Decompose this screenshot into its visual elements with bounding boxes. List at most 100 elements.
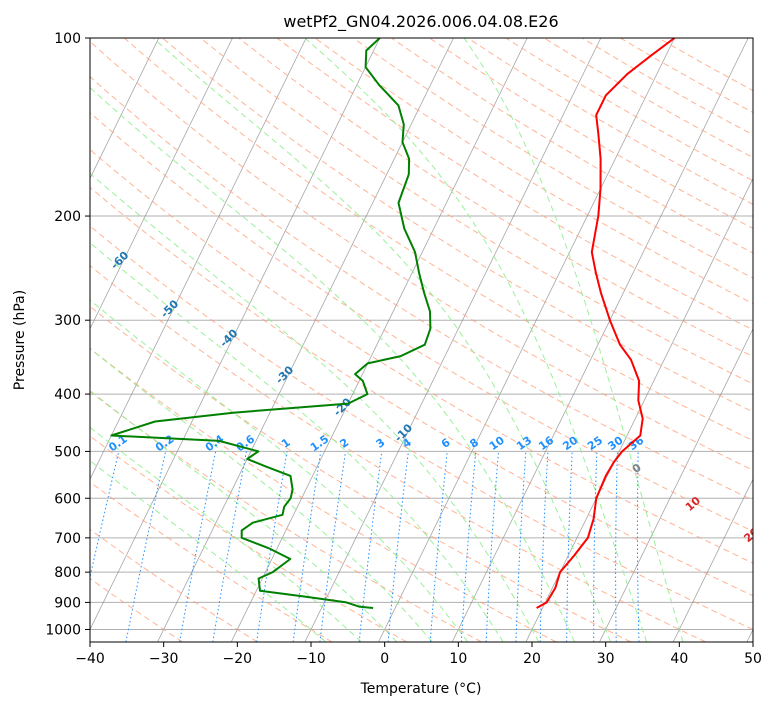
mixing-ratio-line <box>460 451 477 642</box>
x-tick-label: 50 <box>744 651 762 667</box>
dry-adiabat-line <box>276 38 753 331</box>
y-tick-label: 300 <box>54 313 81 329</box>
profile-lines <box>110 38 676 609</box>
dry-adiabat-line <box>543 38 753 159</box>
dry-adiabat-label: 0 <box>630 461 644 476</box>
mixing-ratio-line <box>539 451 549 642</box>
x-tick-label: −30 <box>149 651 179 667</box>
mixing-ratio-line <box>429 451 448 642</box>
mixing-ratio-label: 8 <box>467 436 481 451</box>
dry-adiabat-line <box>90 347 557 642</box>
dry-adiabat-line <box>90 265 706 642</box>
dewpoint-line <box>110 38 432 609</box>
mixing-ratio-label: 1 <box>279 436 293 451</box>
dry-adiabat-line <box>90 577 183 642</box>
isotherm-line <box>90 38 233 330</box>
y-tick-label: 900 <box>54 595 81 611</box>
mixing-ratio-line <box>90 451 120 580</box>
moist-adiabat-line <box>90 242 504 642</box>
mixing-ratio-label: 25 <box>585 434 605 453</box>
dry-adiabat-line <box>429 38 753 229</box>
isotherm-line <box>90 38 307 481</box>
x-tick-label: 10 <box>449 651 467 667</box>
isotherm-line <box>304 38 602 642</box>
x-axis-label: Temperature (°C) <box>360 681 482 697</box>
mixing-ratio-line <box>615 451 618 642</box>
isotherm-line <box>746 628 753 642</box>
axis-ticks: −40 −30 −20 −10 0 10 20 30 40 5010020030040050060… <box>45 31 762 667</box>
dry-adiabat-line <box>200 38 753 385</box>
y-tick-label: 1000 <box>45 622 81 638</box>
mixing-ratio-line <box>319 451 347 642</box>
moist-adiabat-line <box>90 426 362 642</box>
moist-adiabat-line <box>304 38 648 642</box>
mixing-ratio-line <box>593 451 598 642</box>
y-tick-label: 800 <box>54 565 81 581</box>
dry-adiabat-line <box>90 435 408 642</box>
isotherm-line <box>378 38 675 642</box>
x-tick-label: −10 <box>296 651 326 667</box>
mixing-ratio-line <box>212 451 247 642</box>
mixing-ratio-label: 3 <box>374 436 388 451</box>
isotherm-line <box>157 38 454 642</box>
dry-adiabat-label: 20 <box>741 525 761 545</box>
mixing-ratio-label: 36 <box>626 433 646 453</box>
dry-adiabat-line <box>90 112 753 532</box>
mixing-ratio-line <box>125 451 167 642</box>
y-tick-label: 200 <box>54 209 81 225</box>
dry-adiabat-line <box>658 38 753 92</box>
y-axis-label: Pressure (hPa) <box>12 290 28 390</box>
dry-adiabat-line <box>90 40 753 471</box>
isotherm-line <box>451 38 749 642</box>
isotherm-line <box>90 38 381 631</box>
mixing-ratio-line <box>179 451 217 642</box>
moist-adiabat-label: -50 <box>158 297 181 320</box>
moist-adiabat-label: -20 <box>331 395 354 418</box>
dry-adiabat-line <box>90 75 753 501</box>
moist-adiabat-line <box>90 86 576 642</box>
mixing-ratio-line <box>358 451 383 642</box>
temperature-line <box>536 38 676 609</box>
mixing-ratio-line <box>387 451 409 642</box>
isotherm-line <box>599 327 753 642</box>
moist-adiabat-label: -80 <box>12 144 35 167</box>
x-tick-label: −20 <box>223 651 253 667</box>
y-tick-label: 500 <box>54 444 81 460</box>
dry-adiabat-line <box>581 38 753 136</box>
mixing-ratio-label: 6 <box>439 436 453 451</box>
isotherm-line <box>90 38 160 180</box>
mixing-ratio-line <box>485 451 499 642</box>
x-tick-label: −40 <box>75 651 105 667</box>
mixing-ratio-line <box>636 451 640 642</box>
mixing-ratio-line <box>566 451 573 642</box>
isotherm-line <box>672 478 753 642</box>
dry-adiabat-line <box>90 481 333 642</box>
mixing-ratio-label: 2 <box>337 436 351 451</box>
dry-adiabat-line <box>314 38 753 305</box>
isotherm-line <box>525 177 753 642</box>
mixing-ratio-label: 10 <box>487 433 507 453</box>
moist-adiabat-label: -60 <box>108 249 131 272</box>
moist-adiabat-label: -30 <box>273 363 296 386</box>
x-tick-label: 0 <box>380 651 389 667</box>
y-tick-label: 400 <box>54 387 81 403</box>
dry-adiabat-line <box>90 225 753 631</box>
dry-adiabat-line <box>90 148 753 564</box>
dry-adiabat-line <box>162 38 753 413</box>
isotherm-line <box>230 38 528 642</box>
mixing-ratio-label: 20 <box>560 433 580 453</box>
dry-adiabat-line <box>505 38 753 182</box>
x-tick-label: 30 <box>597 651 615 667</box>
y-tick-label: 600 <box>54 491 81 507</box>
chart-title: wetPf2_GN04.2026.006.04.08.E26 <box>283 12 558 32</box>
mixing-ratio-line <box>292 451 322 642</box>
moist-adiabat-line <box>90 389 398 642</box>
x-tick-label: 40 <box>670 651 688 667</box>
isotherm-line <box>0 38 12 642</box>
dry-adiabat-line <box>90 186 753 597</box>
dry-adiabat-label: 10 <box>683 494 703 514</box>
dry-adiabat-line <box>352 38 753 279</box>
mixing-ratio-line <box>256 451 288 642</box>
